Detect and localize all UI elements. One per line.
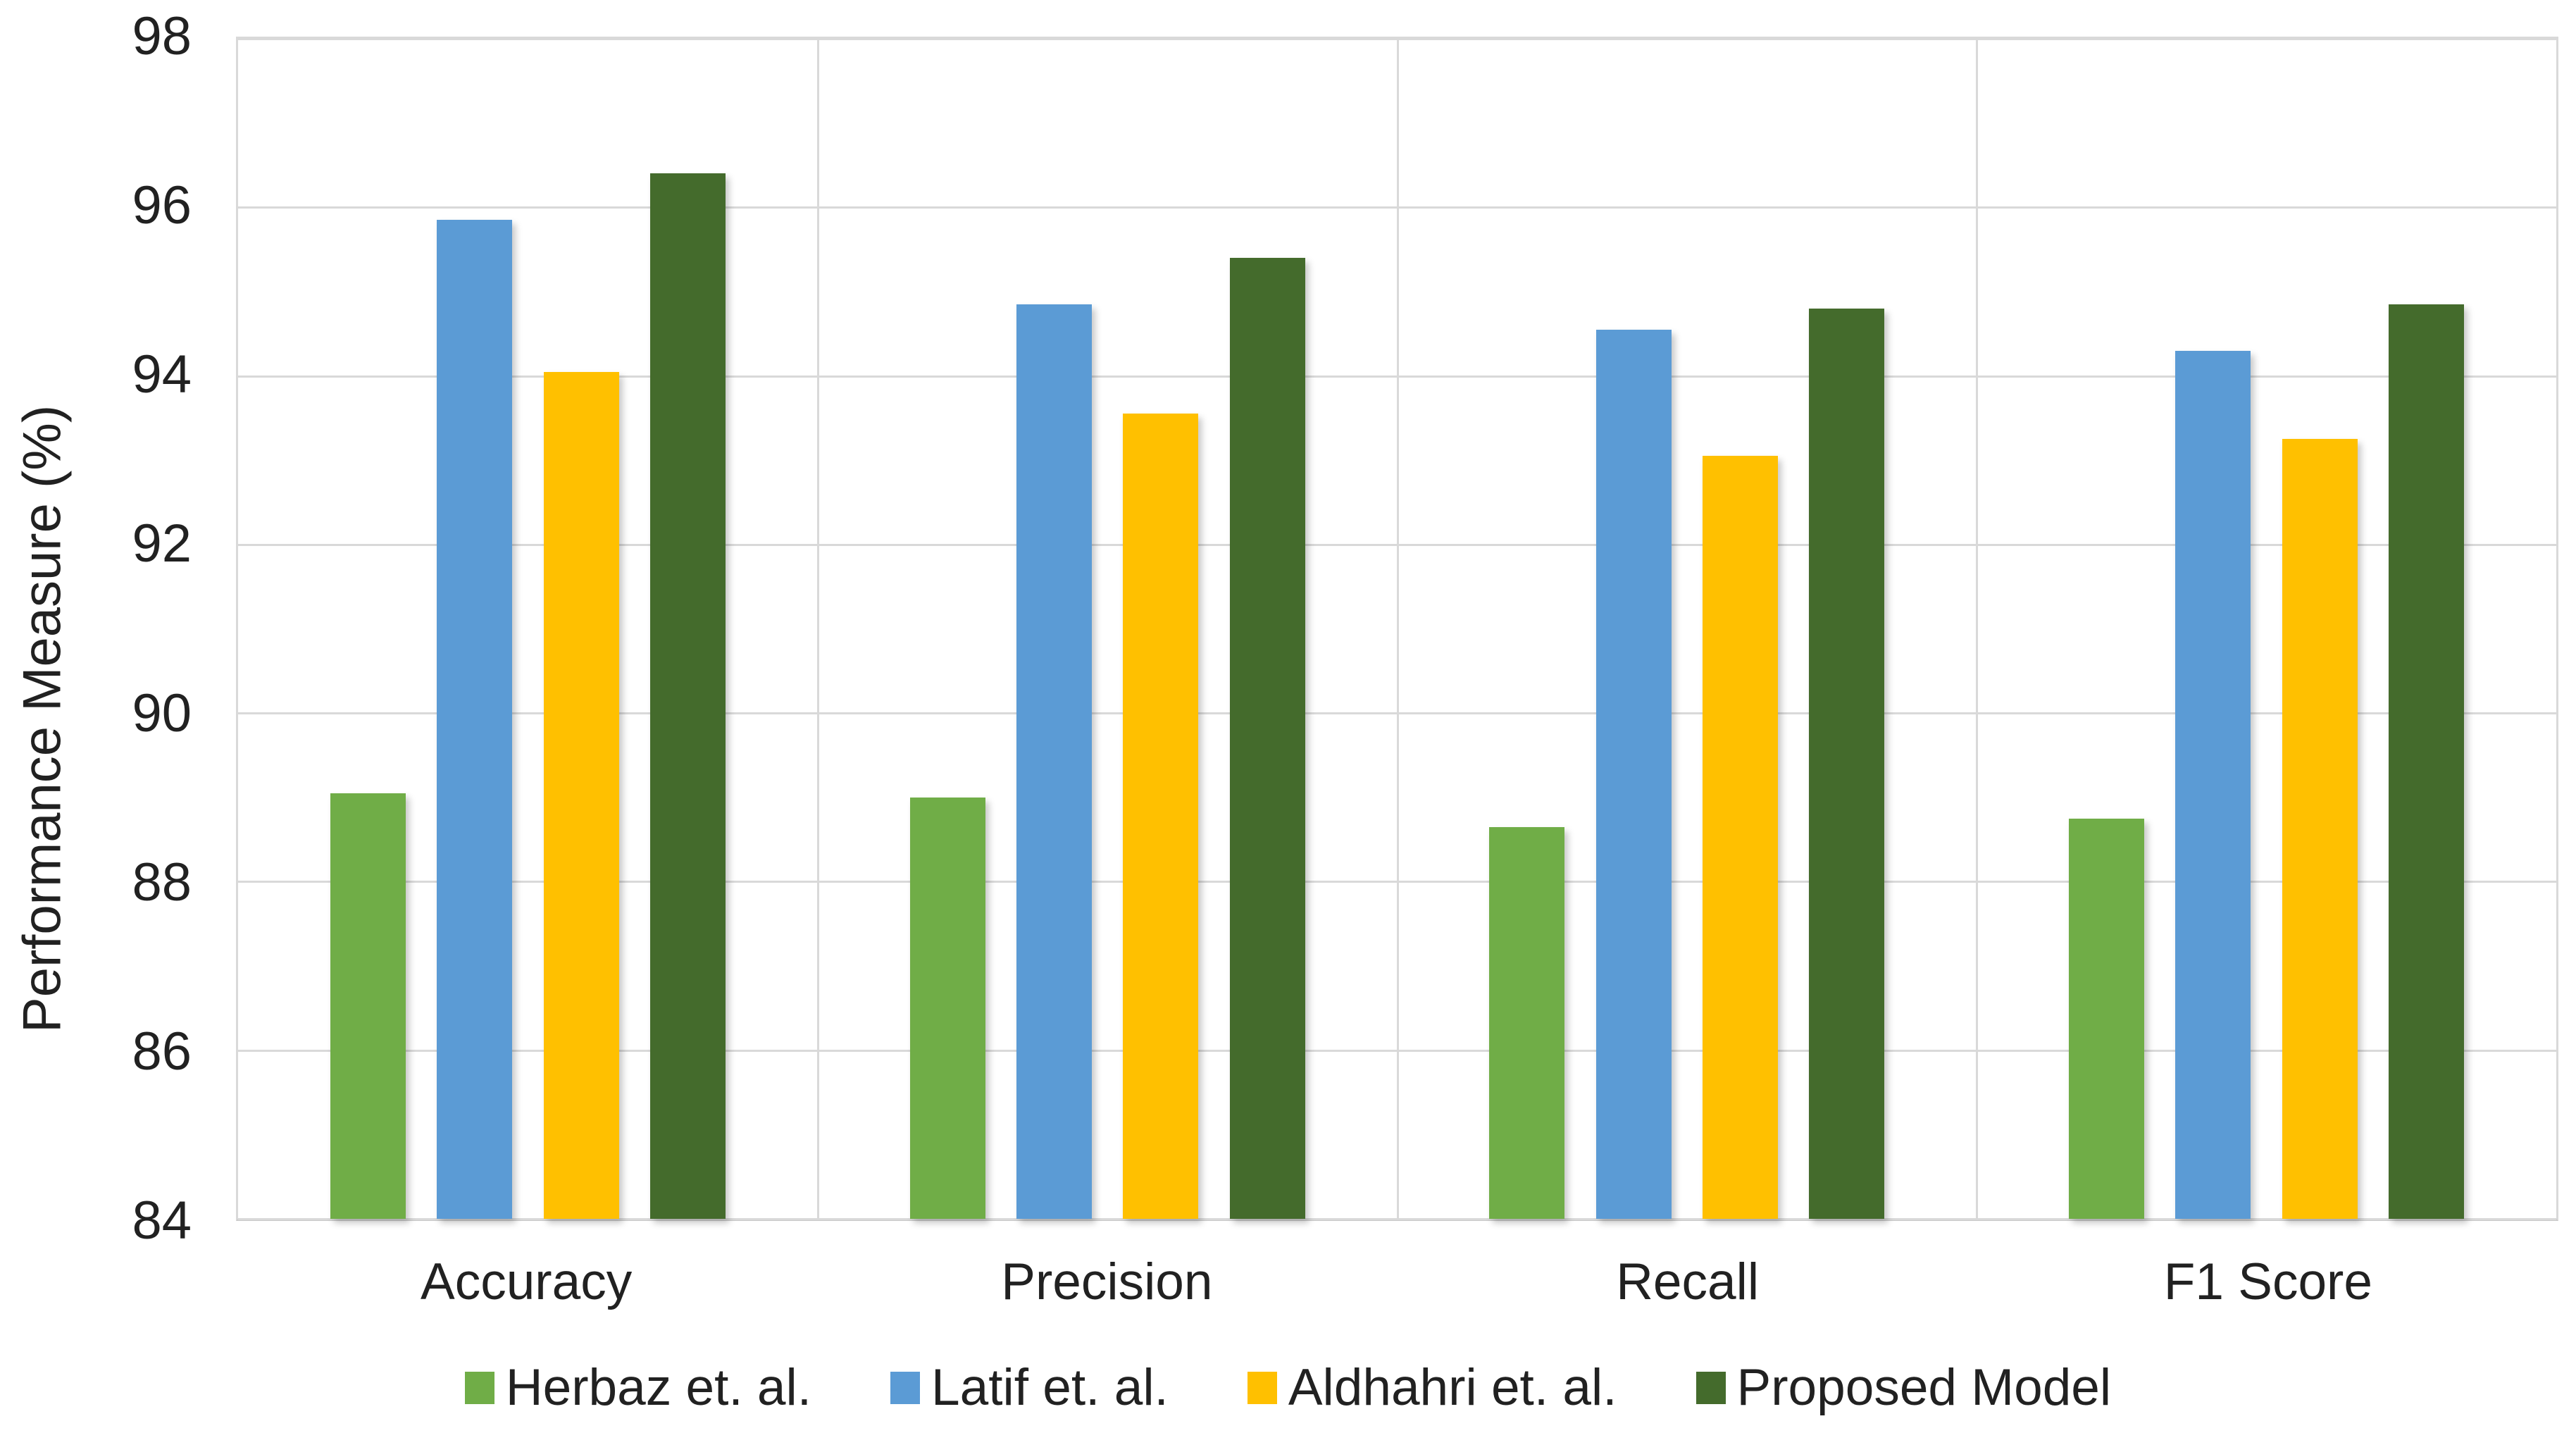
x-axis-category-labels: Accuracy Precision Recall F1 Score xyxy=(236,1253,2558,1311)
y-tick-label-98: 98 xyxy=(132,6,192,66)
legend-label: Aldhahri et. al. xyxy=(1288,1359,1617,1416)
category-label-precision: Precision xyxy=(1001,1253,1213,1310)
bar-aldhahri-et-al-f1-score xyxy=(2282,439,2358,1219)
legend-swatch-icon xyxy=(1247,1371,1277,1404)
panel-recall xyxy=(1398,39,1977,1219)
bar-latif-et-al-precision xyxy=(1016,304,1092,1219)
legend-item-herbaz-et-al: Herbaz et. al. xyxy=(464,1358,812,1417)
legend-item-latif-et-al: Latif et. al. xyxy=(890,1358,1169,1417)
bar-aldhahri-et-al-precision xyxy=(1123,414,1199,1219)
category-label-f1-score: F1 Score xyxy=(2163,1253,2372,1310)
panel-accuracy xyxy=(238,39,818,1219)
bar-panels xyxy=(238,39,2556,1219)
bar-herbaz-et-al-accuracy xyxy=(330,793,406,1219)
category-label-recall: Recall xyxy=(1616,1253,1760,1310)
vertical-gridline-1 xyxy=(816,39,819,1219)
bar-proposed-model-accuracy xyxy=(649,173,726,1219)
gridline-y-84 xyxy=(238,1218,2556,1220)
panel-precision xyxy=(818,39,1398,1219)
category-label-accuracy: Accuracy xyxy=(421,1253,633,1310)
y-tick-label-96: 96 xyxy=(132,175,192,236)
legend-swatch-icon xyxy=(1695,1371,1726,1404)
y-tick-label-88: 88 xyxy=(132,852,192,912)
bar-herbaz-et-al-precision xyxy=(909,797,985,1219)
legend-label: Latif et. al. xyxy=(931,1359,1169,1416)
bar-aldhahri-et-al-accuracy xyxy=(543,371,619,1219)
legend-swatch-icon xyxy=(464,1371,494,1404)
legend-label: Proposed Model xyxy=(1736,1359,2112,1416)
y-tick-label-92: 92 xyxy=(132,514,192,574)
bar-herbaz-et-al-f1-score xyxy=(2069,818,2145,1219)
bar-proposed-model-f1-score xyxy=(2389,304,2465,1219)
legend-swatch-icon xyxy=(890,1371,921,1404)
y-tick-label-94: 94 xyxy=(132,345,192,405)
y-tick-label-86: 86 xyxy=(132,1021,192,1081)
bar-latif-et-al-f1-score xyxy=(2175,350,2251,1219)
plot-area xyxy=(236,37,2558,1221)
bar-aldhahri-et-al-recall xyxy=(1703,456,1779,1219)
bar-herbaz-et-al-recall xyxy=(1489,826,1565,1219)
panel-f1-score xyxy=(1977,39,2556,1219)
legend-label: Herbaz et. al. xyxy=(505,1359,812,1416)
legend-item-proposed-model: Proposed Model xyxy=(1695,1358,2112,1417)
bar-latif-et-al-recall xyxy=(1595,329,1672,1219)
bar-proposed-model-precision xyxy=(1229,258,1305,1219)
bar-latif-et-al-accuracy xyxy=(437,220,513,1219)
bar-proposed-model-recall xyxy=(1809,308,1885,1219)
vertical-gridline-3 xyxy=(1976,39,1979,1219)
y-tick-label-90: 90 xyxy=(132,683,192,743)
legend-item-aldhahri-et-al: Aldhahri et. al. xyxy=(1247,1358,1617,1417)
y-tick-label-84: 84 xyxy=(132,1191,192,1251)
vertical-gridline-2 xyxy=(1396,39,1399,1219)
legend: Herbaz et. al. Latif et. al. Aldhahri et. … xyxy=(0,1358,2576,1417)
